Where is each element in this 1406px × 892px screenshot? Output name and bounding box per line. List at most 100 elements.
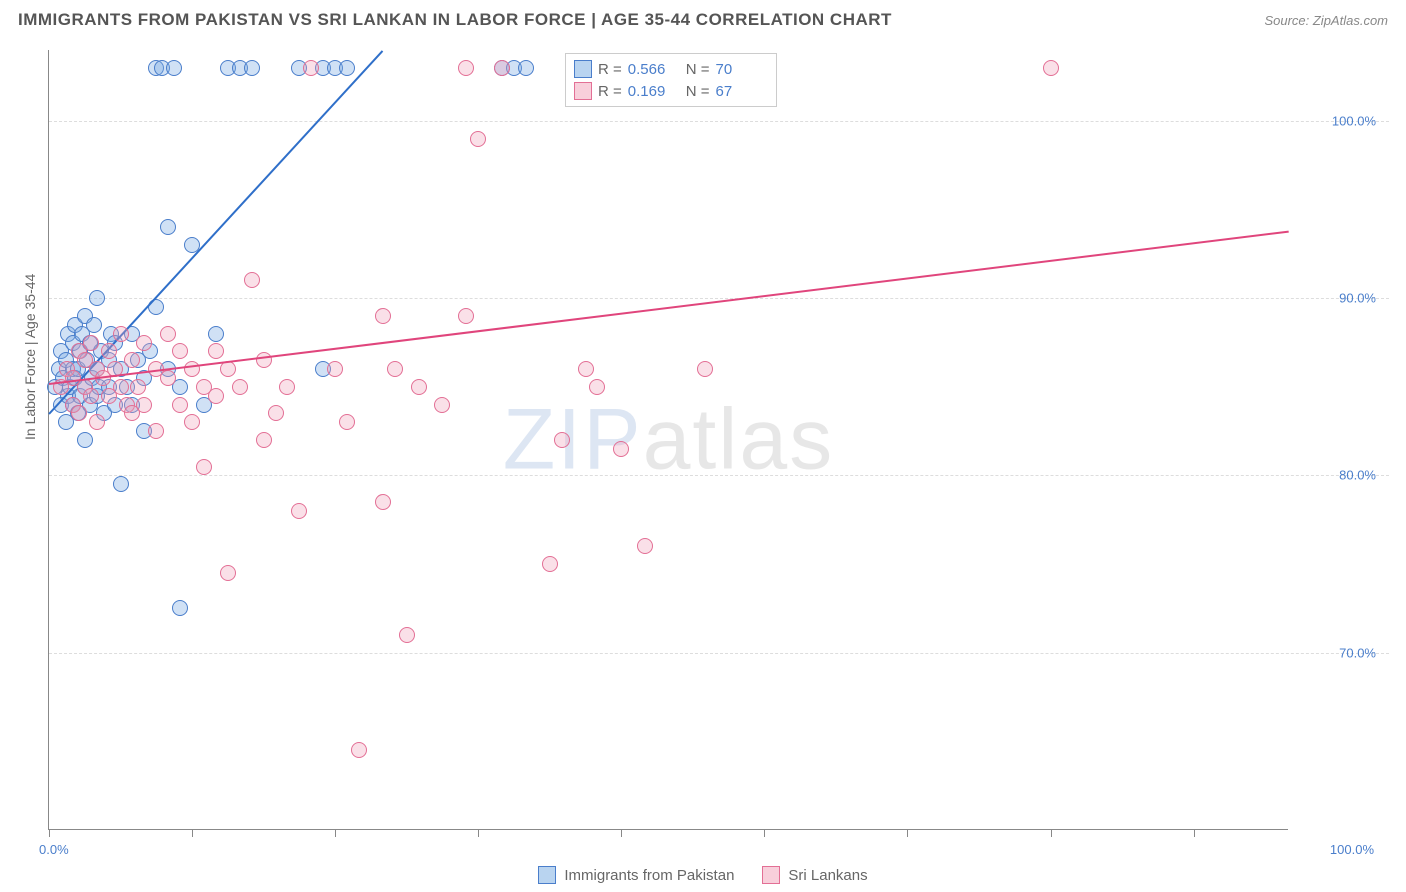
swatch-icon bbox=[762, 866, 780, 884]
data-point bbox=[208, 343, 224, 359]
data-point bbox=[208, 388, 224, 404]
x-tick bbox=[764, 829, 765, 837]
data-point bbox=[232, 379, 248, 395]
data-point bbox=[101, 343, 117, 359]
r-label: R = bbox=[598, 83, 622, 100]
data-point bbox=[458, 60, 474, 76]
data-point bbox=[339, 414, 355, 430]
data-point bbox=[136, 335, 152, 351]
y-tick-label: 70.0% bbox=[1339, 645, 1376, 660]
data-point bbox=[291, 503, 307, 519]
data-point bbox=[351, 742, 367, 758]
legend-label: Sri Lankans bbox=[788, 867, 867, 884]
data-point bbox=[1043, 60, 1059, 76]
x-tick bbox=[907, 829, 908, 837]
data-point bbox=[113, 326, 129, 342]
data-point bbox=[411, 379, 427, 395]
gridline bbox=[49, 653, 1389, 654]
x-axis-min-label: 0.0% bbox=[39, 842, 69, 857]
data-point bbox=[220, 565, 236, 581]
data-point bbox=[184, 414, 200, 430]
gridline bbox=[49, 475, 1389, 476]
y-tick-label: 80.0% bbox=[1339, 468, 1376, 483]
data-point bbox=[303, 60, 319, 76]
data-point bbox=[494, 60, 510, 76]
data-point bbox=[375, 308, 391, 324]
data-point bbox=[434, 397, 450, 413]
data-point bbox=[327, 361, 343, 377]
r-value: 0.169 bbox=[628, 83, 680, 100]
n-label: N = bbox=[686, 61, 710, 78]
data-point bbox=[71, 405, 87, 421]
y-tick-label: 100.0% bbox=[1332, 113, 1376, 128]
data-point bbox=[387, 361, 403, 377]
x-tick bbox=[1194, 829, 1195, 837]
data-point bbox=[172, 600, 188, 616]
data-point bbox=[130, 379, 146, 395]
legend-item-srilanka: Sri Lankans bbox=[762, 866, 867, 884]
data-point bbox=[375, 494, 391, 510]
data-point bbox=[113, 476, 129, 492]
data-point bbox=[542, 556, 558, 572]
watermark: ZIPatlas bbox=[503, 390, 834, 489]
swatch-icon bbox=[574, 60, 592, 78]
legend-label: Immigrants from Pakistan bbox=[564, 867, 734, 884]
r-label: R = bbox=[598, 61, 622, 78]
legend-row-pakistan: R = 0.566 N = 70 bbox=[574, 58, 768, 80]
x-tick bbox=[1051, 829, 1052, 837]
data-point bbox=[148, 423, 164, 439]
data-point bbox=[160, 326, 176, 342]
trend-line bbox=[49, 231, 1289, 385]
watermark-zip: ZIP bbox=[503, 391, 643, 487]
data-point bbox=[268, 405, 284, 421]
data-point bbox=[160, 219, 176, 235]
data-point bbox=[613, 441, 629, 457]
gridline bbox=[49, 121, 1389, 122]
data-point bbox=[470, 131, 486, 147]
legend-item-pakistan: Immigrants from Pakistan bbox=[538, 866, 734, 884]
n-value: 70 bbox=[716, 61, 768, 78]
data-point bbox=[256, 432, 272, 448]
data-point bbox=[83, 388, 99, 404]
source-attribution: Source: ZipAtlas.com bbox=[1264, 13, 1388, 28]
x-tick bbox=[49, 829, 50, 837]
n-value: 67 bbox=[716, 83, 768, 100]
swatch-icon bbox=[538, 866, 556, 884]
data-point bbox=[244, 272, 260, 288]
data-point bbox=[113, 379, 129, 395]
n-label: N = bbox=[686, 83, 710, 100]
data-point bbox=[279, 379, 295, 395]
data-point bbox=[160, 370, 176, 386]
y-tick-label: 90.0% bbox=[1339, 291, 1376, 306]
x-tick bbox=[478, 829, 479, 837]
data-point bbox=[196, 459, 212, 475]
watermark-atlas: atlas bbox=[643, 391, 835, 487]
data-point bbox=[589, 379, 605, 395]
correlation-legend: R = 0.566 N = 70 R = 0.169 N = 67 bbox=[565, 53, 777, 107]
data-point bbox=[256, 352, 272, 368]
data-point bbox=[83, 335, 99, 351]
data-point bbox=[208, 326, 224, 342]
x-axis-max-label: 100.0% bbox=[1330, 842, 1374, 857]
r-value: 0.566 bbox=[628, 61, 680, 78]
data-point bbox=[554, 432, 570, 448]
data-point bbox=[244, 60, 260, 76]
data-point bbox=[77, 432, 93, 448]
data-point bbox=[89, 414, 105, 430]
data-point bbox=[136, 397, 152, 413]
data-point bbox=[458, 308, 474, 324]
series-legend: Immigrants from Pakistan Sri Lankans bbox=[0, 866, 1406, 884]
legend-row-srilanka: R = 0.169 N = 67 bbox=[574, 80, 768, 102]
data-point bbox=[124, 352, 140, 368]
data-point bbox=[399, 627, 415, 643]
chart-title: IMMIGRANTS FROM PAKISTAN VS SRI LANKAN I… bbox=[18, 10, 892, 30]
data-point bbox=[697, 361, 713, 377]
data-point bbox=[637, 538, 653, 554]
data-point bbox=[518, 60, 534, 76]
data-point bbox=[166, 60, 182, 76]
x-tick bbox=[335, 829, 336, 837]
x-tick bbox=[621, 829, 622, 837]
gridline bbox=[49, 298, 1389, 299]
y-axis-title: In Labor Force | Age 35-44 bbox=[22, 274, 38, 440]
x-tick bbox=[192, 829, 193, 837]
